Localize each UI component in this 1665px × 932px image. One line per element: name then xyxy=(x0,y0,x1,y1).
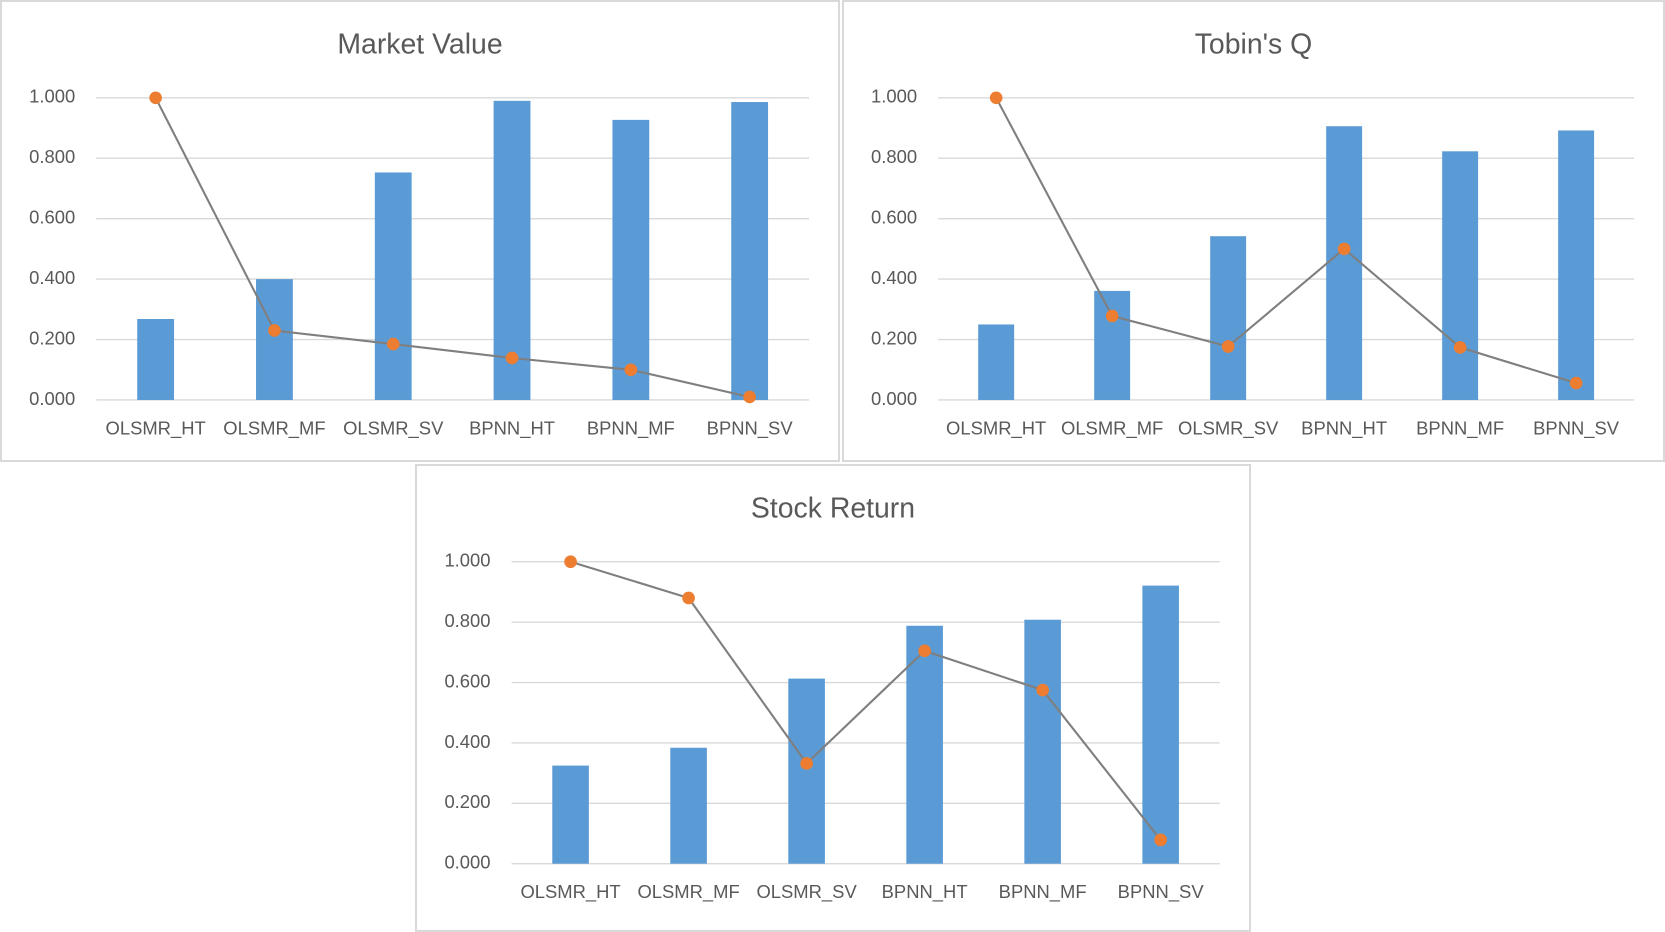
line-marker xyxy=(1453,341,1467,354)
y-tick-label: 0.400 xyxy=(871,267,917,288)
y-tick-label: 1.000 xyxy=(871,86,917,107)
bar xyxy=(788,678,825,864)
line-marker xyxy=(1105,309,1119,323)
bar xyxy=(1142,585,1179,864)
line xyxy=(154,97,750,398)
bar xyxy=(1024,619,1061,864)
chart-title: Tobin's Q xyxy=(1195,29,1313,61)
bar xyxy=(612,119,650,400)
y-tick-label: 0.600 xyxy=(29,207,75,228)
y-tick-label: 0.200 xyxy=(29,327,75,348)
bar xyxy=(1558,130,1595,400)
line-marker xyxy=(564,555,577,569)
x-tick-label: BPNN_MF xyxy=(1416,417,1504,439)
bar xyxy=(670,747,707,864)
y-tick-label: 0.000 xyxy=(29,388,75,409)
line-marker xyxy=(800,757,813,770)
chart-title: Stock Return xyxy=(751,493,915,525)
line-marker xyxy=(1036,683,1049,697)
x-tick-label: OLSMR_MF xyxy=(637,881,739,903)
y-tick-label: 0.200 xyxy=(444,791,490,812)
line-marker xyxy=(743,390,756,404)
x-tick-label: OLSMR_MF xyxy=(223,417,325,439)
x-tick-label: OLSMR_HT xyxy=(106,417,206,439)
x-tick-label: BPNN_HT xyxy=(882,881,968,903)
line-marker xyxy=(1221,340,1235,353)
bar xyxy=(256,279,293,400)
x-tick-label: BPNN_HT xyxy=(1301,417,1387,439)
line-marker xyxy=(1154,833,1167,847)
x-tick-label: OLSMR_SV xyxy=(756,881,857,903)
x-tick-label: OLSMR_SV xyxy=(343,417,444,439)
line-marker xyxy=(989,91,1003,105)
y-tick-label: 1.000 xyxy=(29,86,75,107)
line-marker xyxy=(1569,376,1583,390)
x-tick-label: OLSMR_SV xyxy=(1178,417,1279,439)
y-tick-label: 0.000 xyxy=(871,388,917,409)
line-marker xyxy=(386,337,400,351)
line-marker xyxy=(682,591,695,605)
bar xyxy=(1094,290,1131,400)
x-tick-label: BPNN_SV xyxy=(1118,881,1205,903)
bar xyxy=(731,102,769,400)
x-tick-label: OLSMR_MF xyxy=(1061,417,1163,439)
y-tick-label: 0.800 xyxy=(871,146,917,167)
line xyxy=(570,560,1162,841)
chart-panel: Tobin's Q 0.000 0.200 0.400 0.600 0.800 1.000 O… xyxy=(842,0,1665,462)
y-tick-label: 0.200 xyxy=(871,327,917,348)
bar xyxy=(1210,236,1247,400)
y-tick-label: 0.600 xyxy=(871,207,917,228)
line-marker xyxy=(149,91,162,105)
bar xyxy=(137,319,175,400)
chart-panel: Market Value 0.000 0.200 0.400 0.600 0.800 1.0… xyxy=(0,0,840,462)
x-tick-label: BPNN_MF xyxy=(999,881,1087,903)
bar xyxy=(374,172,412,400)
x-tick-label: BPNN_MF xyxy=(587,417,675,439)
x-tick-label: OLSMR_HT xyxy=(520,881,620,903)
y-tick-label: 0.600 xyxy=(444,670,490,691)
bar xyxy=(906,625,943,864)
y-tick-label: 0.800 xyxy=(444,610,490,631)
line-marker xyxy=(268,324,281,337)
x-tick-label: BPNN_HT xyxy=(469,417,555,439)
bar xyxy=(1442,151,1479,400)
y-tick-label: 1.000 xyxy=(444,550,490,571)
line-marker xyxy=(624,363,638,377)
chart-title: Market Value xyxy=(337,29,502,61)
x-tick-label: OLSMR_HT xyxy=(946,417,1046,439)
bar xyxy=(1326,126,1363,400)
chart-panel: Stock Return 0.000 0.200 0.400 0.600 0.800 1.0… xyxy=(415,464,1251,932)
bar xyxy=(493,100,531,400)
line xyxy=(995,97,1577,385)
line-marker xyxy=(918,644,931,658)
bar xyxy=(978,324,1015,400)
y-tick-label: 0.000 xyxy=(444,852,490,873)
y-tick-label: 0.400 xyxy=(444,731,490,752)
bar xyxy=(552,765,589,864)
y-tick-label: 0.400 xyxy=(29,267,75,288)
line-marker xyxy=(1337,242,1351,256)
line-marker xyxy=(505,351,519,365)
y-tick-label: 0.800 xyxy=(29,146,75,167)
x-tick-label: BPNN_SV xyxy=(1533,417,1620,439)
x-tick-label: BPNN_SV xyxy=(707,417,794,439)
